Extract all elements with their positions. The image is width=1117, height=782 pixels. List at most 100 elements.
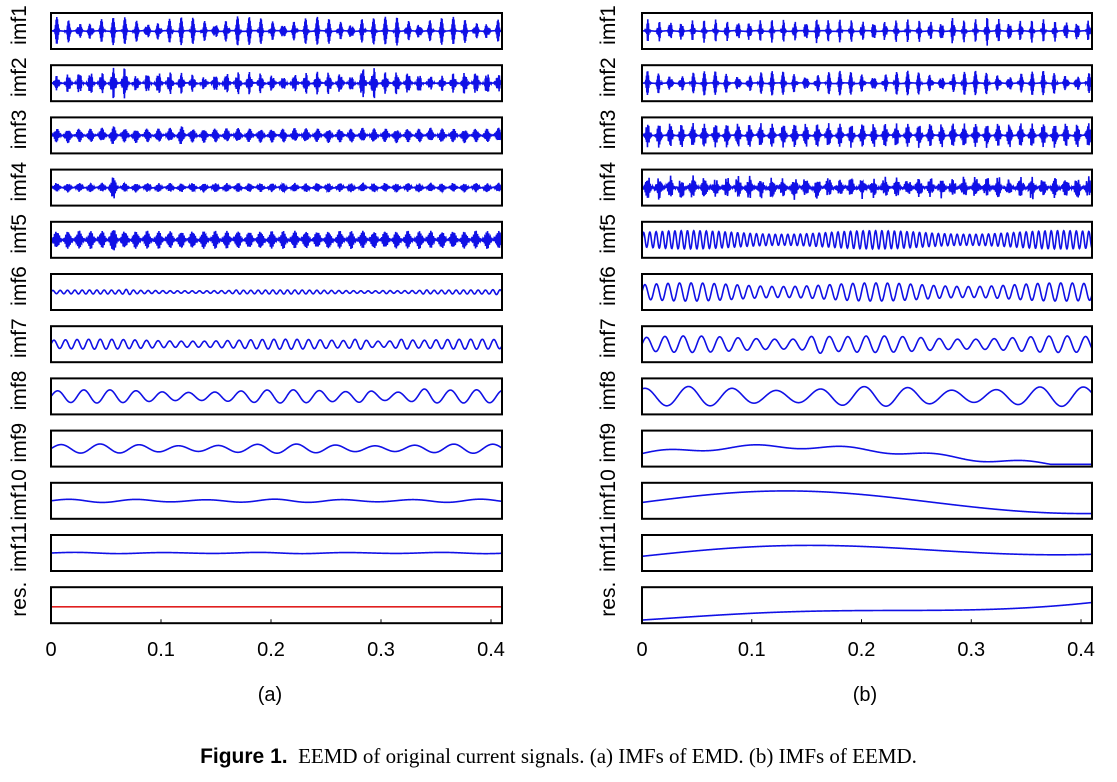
series-line-imf7: [50, 338, 503, 350]
panel-frame: [641, 273, 1093, 311]
x-tick-label: 0.1: [147, 639, 175, 661]
chart-a: imf1 imf2 imf3 imf4 imf5 imf6 imf7 imf8 imf9 imf1…: [8, 5, 505, 706]
caption-label: Figure 1.: [200, 745, 288, 768]
panel-imf4: imf4: [597, 161, 1093, 207]
series-line-imf4: [50, 177, 503, 199]
panel-frame: [50, 586, 503, 625]
panel-imf11: imf11: [8, 522, 503, 572]
panel-imf3: imf3: [597, 110, 1093, 155]
panel-imf2: imf2: [597, 57, 1093, 103]
chart-b: imf1 imf2 imf3 imf4 imf5 imf6 imf7 imf8 imf9 imf1…: [597, 5, 1095, 706]
series-line-imf3: [50, 126, 503, 145]
series-line-imf2: [50, 67, 503, 99]
series-line-imf9: [50, 443, 503, 455]
panel-label: imf11: [597, 522, 620, 572]
panel-label: imf5: [8, 214, 31, 254]
panel-label: imf10: [8, 469, 31, 520]
panel-label: imf8: [8, 371, 31, 411]
subfigure-label: (b): [853, 684, 877, 706]
panel-frame: [641, 481, 1093, 520]
subfigure-label: (a): [258, 684, 282, 706]
panel-frame: [641, 325, 1093, 364]
panel-frame: [50, 116, 503, 155]
panel-frame: [641, 377, 1093, 416]
x-tick-label: 0.1: [738, 639, 766, 661]
panel-label: imf7: [8, 318, 31, 358]
panel-label: imf11: [8, 522, 31, 572]
series-line-imf1: [50, 16, 503, 46]
panel-imf10: imf10: [597, 469, 1093, 520]
panel-imf10: imf10: [8, 469, 503, 520]
series-line-imf11: [641, 544, 1093, 558]
panel-frame: [50, 220, 503, 259]
panel-label: imf1: [8, 5, 31, 45]
panel-label: imf2: [8, 57, 31, 97]
series-line-imf1: [641, 17, 1093, 46]
panel-label: imf2: [597, 57, 620, 97]
series-line-imf9: [641, 444, 1092, 466]
panel-label: imf7: [597, 318, 620, 358]
panel-imf7: imf7: [597, 318, 1093, 364]
series-line-imf2: [641, 70, 1093, 96]
panel-res: res.: [8, 582, 503, 625]
panel-imf1: imf1: [8, 5, 503, 50]
series-line-imf10: [50, 498, 503, 504]
panel-frame: [641, 12, 1093, 50]
panel-label: imf3: [597, 110, 620, 150]
x-tick-label: 0.2: [848, 639, 876, 661]
panel-label: imf6: [8, 266, 31, 306]
panel-imf5: imf5: [597, 214, 1093, 259]
series-line-imf5: [641, 229, 1093, 251]
series-line-imf4: [641, 175, 1093, 200]
panel-frame: [641, 116, 1093, 155]
series-line-imf6: [50, 288, 503, 296]
panel-frame: [50, 325, 503, 364]
panel-label: imf8: [597, 371, 620, 411]
x-tick-label: 0: [45, 639, 56, 661]
series-line-imf10: [641, 490, 1092, 515]
panel-frame: [641, 220, 1093, 259]
panel-label: res.: [597, 582, 620, 617]
panel-imf4: imf4: [8, 161, 503, 207]
series-line-imf5: [50, 230, 503, 251]
panel-frame: [50, 273, 503, 311]
caption-text: EEMD of original current signals. (a) IM…: [298, 744, 917, 768]
panel-label: imf4: [597, 161, 620, 201]
panel-imf7: imf7: [8, 318, 503, 364]
panel-imf5: imf5: [8, 214, 503, 259]
panel-imf3: imf3: [8, 110, 503, 155]
series-line-imf3: [641, 123, 1093, 148]
series-line-imf11: [50, 551, 503, 555]
panel-label: imf10: [597, 469, 620, 520]
panel-imf1: imf1: [597, 5, 1093, 50]
panel-imf8: imf8: [597, 371, 1093, 416]
panel-label: imf1: [597, 5, 620, 45]
panel-label: imf5: [597, 214, 620, 254]
panel-frame: [641, 586, 1093, 625]
panel-frame: [50, 12, 503, 50]
panel-label: imf3: [8, 110, 31, 150]
panel-imf9: imf9: [597, 423, 1093, 468]
panel-label: res.: [8, 582, 31, 617]
panel-frame: [641, 168, 1093, 207]
panel-frame: [50, 168, 503, 207]
x-tick-label: 0.4: [1067, 639, 1095, 661]
panel-imf9: imf9: [8, 423, 503, 468]
x-tick-label: 0.3: [957, 639, 985, 661]
panel-imf8: imf8: [8, 371, 503, 416]
series-line-res: [641, 601, 1093, 621]
x-tick-label: 0: [636, 639, 647, 661]
series-line-imf8: [50, 388, 503, 404]
panel-res: res.: [597, 582, 1093, 625]
series-line-imf7: [641, 335, 1093, 355]
panel-frame: [50, 534, 503, 572]
panel-frame: [50, 481, 503, 520]
x-tick-label: 0.3: [367, 639, 395, 661]
panel-frame: [641, 64, 1093, 103]
series-line-imf8: [641, 385, 1093, 408]
figure-caption: Figure 1. EEMD of original current signa…: [0, 744, 1117, 769]
panel-frame: [641, 429, 1093, 468]
panel-imf6: imf6: [597, 266, 1093, 311]
x-tick-label: 0.2: [257, 639, 285, 661]
